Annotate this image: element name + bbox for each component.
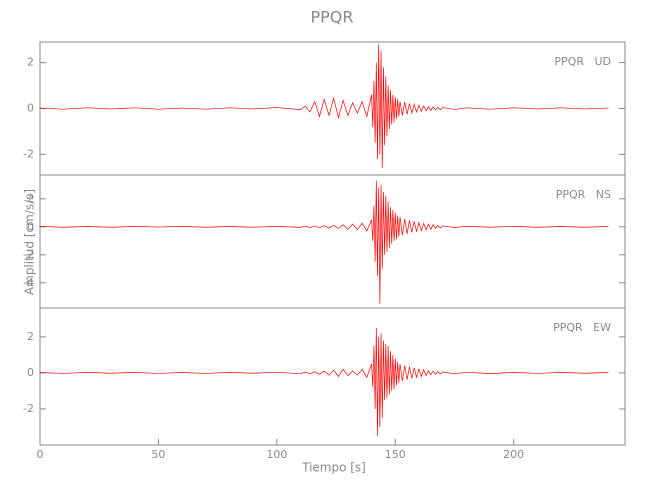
y-tick-label: 0 (27, 102, 34, 115)
trace (39, 44, 609, 169)
x-tick-label: 0 (37, 448, 44, 461)
y-tick-label: -2 (23, 147, 34, 160)
chart-title: PPQR (310, 8, 353, 27)
x-tick-label: 100 (266, 448, 287, 461)
x-tick-label: 150 (385, 448, 406, 461)
y-tick-label: -4 (23, 276, 34, 289)
panel-frame (39, 41, 626, 176)
trace (39, 180, 609, 304)
y-tick-label: -2 (23, 248, 34, 261)
panel-frame (39, 307, 626, 446)
y-tick-label: 0 (27, 366, 34, 379)
panel-frame (39, 174, 626, 309)
y-axis-label: Amplitud [cm/s/s] (23, 189, 37, 295)
y-tick-label: 2 (27, 330, 34, 343)
trace (39, 327, 609, 436)
x-tick-label: 50 (151, 448, 165, 461)
y-tick-label: 2 (27, 192, 34, 205)
y-tick-label: 0 (27, 220, 34, 233)
x-axis-label: Tiempo [s] (301, 461, 366, 475)
trace-label: PPQR EW (553, 321, 611, 334)
trace-label: PPQR NS (556, 188, 611, 201)
trace-label: PPQR UD (554, 55, 611, 68)
y-tick-label: -2 (23, 402, 34, 415)
x-tick-label: 200 (503, 448, 524, 461)
y-tick-label: 2 (27, 56, 34, 69)
